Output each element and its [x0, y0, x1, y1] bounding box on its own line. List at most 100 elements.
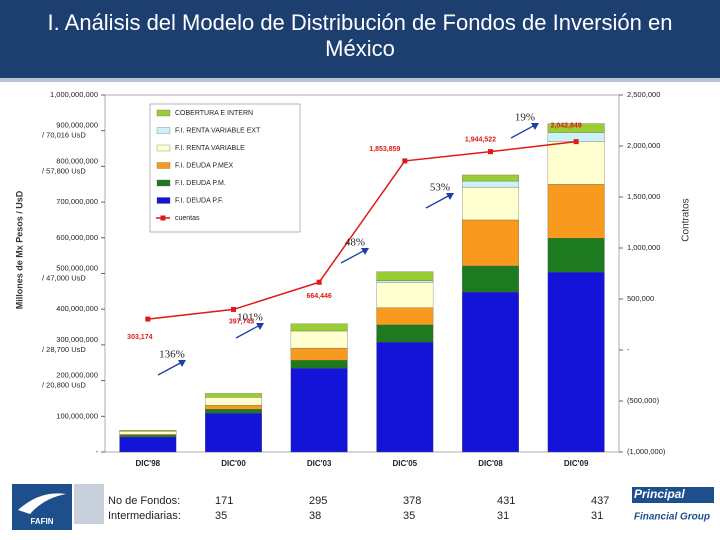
bar-segment: [205, 405, 262, 410]
x-tick-label: DIC'98: [136, 459, 161, 468]
table-cell: 437: [591, 495, 609, 507]
bar-segment: [547, 238, 605, 273]
annotation-arrowhead: [361, 248, 369, 255]
bar-segment: [462, 291, 519, 453]
line-marker: [573, 139, 579, 145]
table-cell: 38: [309, 510, 321, 522]
data-label: 1,853,859: [369, 146, 400, 153]
legend-label: cuentas: [175, 215, 200, 222]
annotation-arrow: [235, 323, 263, 339]
data-label: 1,944,522: [465, 137, 496, 144]
annotation: 19%: [515, 112, 535, 124]
legend-swatch: [156, 144, 171, 152]
table-cell: 31: [591, 510, 603, 522]
y-usd-label: / 28,700 UsD: [42, 345, 86, 354]
annotation-arrow: [157, 360, 185, 376]
bar-segment: [462, 219, 519, 267]
legend-label: F.I. DEUDA P.MEX: [175, 162, 234, 169]
y-tick-label: 300,000,000: [56, 335, 98, 344]
bar-segment: [376, 282, 434, 308]
data-label: 664,446: [307, 293, 332, 300]
y-tick-label: 400,000,000: [56, 304, 98, 313]
bar-segment: [376, 307, 434, 326]
y-usd-label: / 70,016 UsD: [42, 131, 86, 140]
bar-segment: [376, 324, 434, 343]
line-marker: [231, 306, 236, 312]
bar-segment: [462, 265, 519, 293]
title-underline: [0, 78, 720, 82]
table-cell: 378: [403, 495, 421, 507]
bar-segment: [119, 436, 177, 453]
bar-segment: [119, 433, 177, 436]
y2-axis-title: Contratos: [681, 198, 692, 241]
y-tick-label: 100,000,000: [56, 411, 98, 420]
y-tick-label: 500,000,000: [56, 263, 98, 272]
annotation: 53%: [430, 182, 450, 194]
y2-tick-label: 1,000,000: [627, 243, 660, 252]
legend-label: F.I. RENTA VARIABLE: [175, 145, 245, 152]
bar-segment: [119, 435, 177, 438]
bar-segment: [290, 360, 348, 369]
annotation: 48%: [345, 237, 365, 249]
table-cell: 171: [215, 495, 233, 507]
annotation-arrow: [425, 193, 453, 209]
y-tick-label: 1,000,000,000: [50, 90, 98, 99]
table-bg: [104, 490, 624, 530]
legend-swatch: [160, 215, 166, 221]
line-marker: [316, 279, 322, 285]
legend-swatch: [156, 179, 171, 187]
logo-subtext: Financial Group: [634, 512, 710, 523]
table-cell: 431: [497, 495, 515, 507]
x-tick-label: DIC'05: [393, 459, 418, 468]
logo-text: FAFIN: [30, 517, 53, 526]
legend-swatch: [156, 162, 171, 169]
line-marker: [488, 149, 493, 155]
legend-box: [149, 103, 301, 233]
bar-segment: [205, 412, 262, 453]
bar-segment: [547, 141, 605, 185]
bar-segment: [205, 409, 262, 414]
logo-side: [74, 484, 104, 524]
logo-bar: [632, 487, 714, 503]
y-tick-label: 700,000,000: [56, 197, 98, 206]
line-marker: [145, 316, 151, 322]
y-usd-label: / 57,800 UsD: [42, 166, 86, 175]
table-row-label: No de Fondos:: [108, 495, 180, 507]
annotation-arrowhead: [178, 360, 186, 367]
bar-segment: [547, 123, 605, 133]
y2-tick-label: (1,000,000): [627, 447, 666, 456]
annotation-arrowhead: [446, 193, 454, 200]
annotation-arrowhead: [531, 123, 539, 130]
y-usd-label: / 20,800 UsD: [42, 381, 86, 390]
x-tick-label: DIC'00: [221, 459, 246, 468]
bar-segment: [462, 174, 519, 182]
y-axis-title: Millones de Mx Pesos / UsD: [14, 190, 24, 309]
logo-text: Principal: [634, 487, 685, 501]
y-usd-label: / 47,000 UsD: [42, 273, 86, 282]
legend-label: F.I. RENTA VARIABLE EXT: [175, 127, 261, 134]
annotation: 136%: [159, 349, 185, 361]
data-label: 397,743: [229, 318, 254, 325]
y2-tick-label: 2,000,000: [627, 141, 660, 150]
annotation-arrow: [510, 123, 538, 139]
line: [147, 140, 577, 320]
bar-segment: [290, 323, 348, 332]
bar-segment: [547, 184, 605, 239]
legend-swatch: [156, 109, 171, 117]
x-tick-label: DIC'03: [307, 459, 332, 468]
table-row-label: Intermediarias:: [108, 510, 181, 522]
y-tick-label: -: [96, 447, 99, 456]
bar-segment: [547, 271, 605, 453]
y2-tick-label: (500,000): [627, 396, 660, 405]
table-cell: 295: [309, 495, 327, 507]
bar-segment: [462, 180, 519, 188]
y2-tick-label: -: [627, 345, 630, 354]
y2-tick-label: 2,500,000: [627, 90, 660, 99]
annotation-arrowhead: [256, 323, 264, 330]
table-cell: 35: [215, 510, 227, 522]
data-label: 303,174: [127, 334, 152, 341]
y-tick-label: 900,000,000: [56, 121, 98, 130]
bar-segment: [462, 186, 519, 221]
